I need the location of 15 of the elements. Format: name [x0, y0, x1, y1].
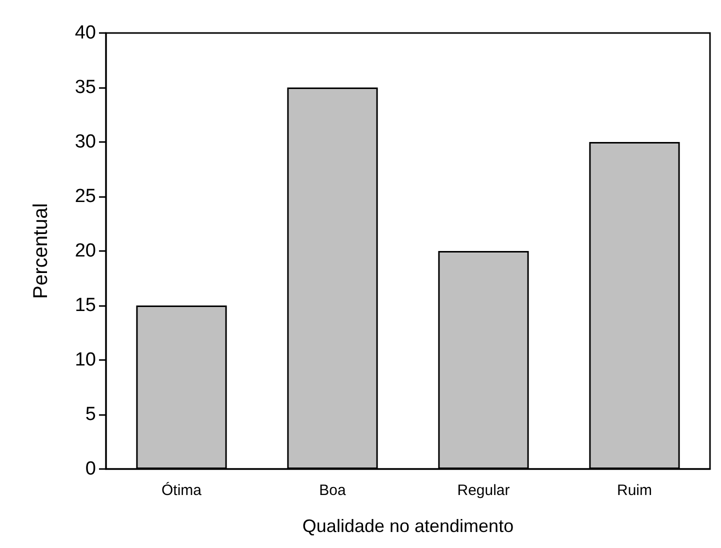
y-tick-label: 30	[74, 132, 96, 152]
y-tick-label: 0	[85, 458, 96, 480]
y-tick-label: 15	[74, 295, 96, 316]
x-tick-label: Regular	[457, 482, 510, 499]
x-axis-title: Qualidade no atendimento	[302, 516, 514, 536]
y-tick-label: 25	[74, 186, 96, 207]
y-tick-label: 35	[74, 77, 96, 98]
x-tick-label: Boa	[319, 482, 346, 499]
y-tick-label: 20	[74, 240, 96, 262]
y-tick-label: 5	[85, 404, 96, 425]
x-tick-label: Ruim	[616, 482, 652, 499]
x-tick-label: Ótima	[161, 481, 202, 499]
y-tick-label: 10	[74, 350, 96, 370]
y-tick-label: 40	[74, 22, 96, 44]
y-axis-title: Percentual	[30, 203, 52, 299]
